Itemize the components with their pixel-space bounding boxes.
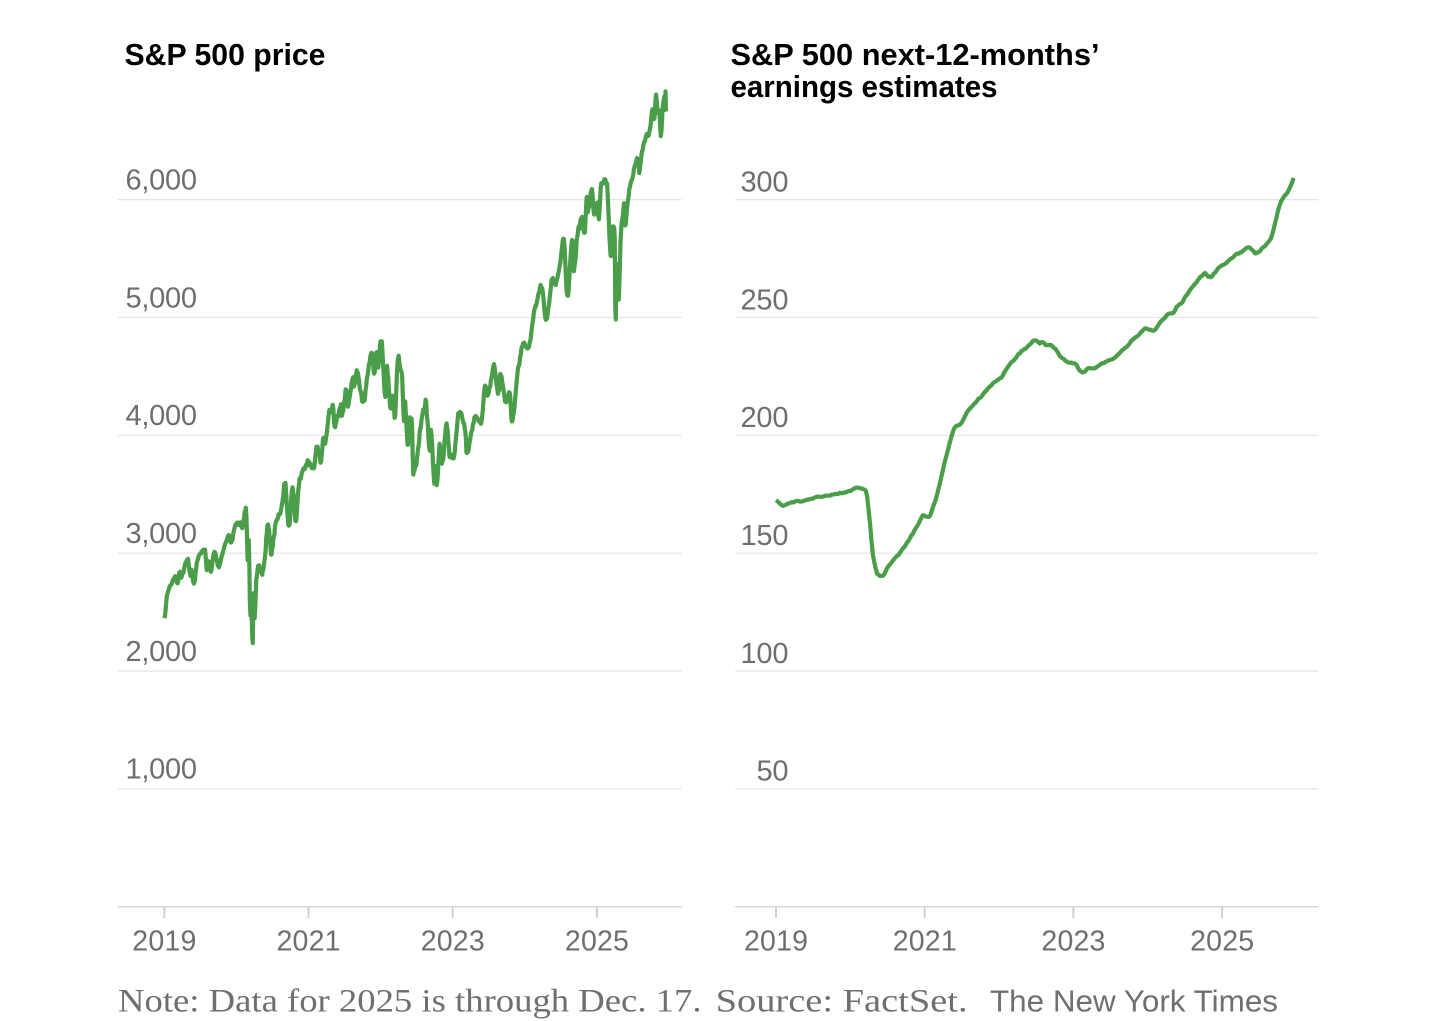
- svg-text:2023: 2023: [1041, 926, 1105, 958]
- svg-text:S&P 500 next-12-months’: S&P 500 next-12-months’: [731, 37, 1100, 72]
- svg-text:The New York Times: The New York Times: [990, 984, 1278, 1019]
- svg-text:250: 250: [741, 284, 789, 316]
- svg-text:3,000: 3,000: [126, 518, 198, 550]
- svg-text:Source: FactSet.: Source: FactSet.: [716, 983, 968, 1019]
- svg-text:S&P 500 price: S&P 500 price: [125, 37, 326, 72]
- svg-text:4,000: 4,000: [126, 400, 198, 432]
- svg-text:100: 100: [741, 638, 789, 670]
- svg-text:Note: Data for 2025 is through: Note: Data for 2025 is through Dec. 17.: [118, 983, 702, 1019]
- svg-text:2021: 2021: [893, 926, 957, 958]
- svg-text:6,000: 6,000: [126, 164, 198, 196]
- svg-text:150: 150: [741, 520, 789, 552]
- svg-text:1,000: 1,000: [126, 754, 198, 786]
- svg-text:2025: 2025: [1190, 926, 1254, 958]
- svg-text:earnings estimates: earnings estimates: [731, 69, 998, 104]
- svg-text:2025: 2025: [565, 926, 629, 958]
- svg-text:2019: 2019: [744, 926, 808, 958]
- svg-text:2019: 2019: [132, 926, 196, 958]
- svg-text:50: 50: [757, 756, 789, 788]
- svg-text:2021: 2021: [277, 926, 341, 958]
- svg-text:300: 300: [741, 166, 789, 198]
- svg-text:5,000: 5,000: [126, 282, 198, 314]
- svg-text:200: 200: [741, 402, 789, 434]
- svg-text:2023: 2023: [421, 926, 485, 958]
- svg-text:2,000: 2,000: [126, 636, 198, 668]
